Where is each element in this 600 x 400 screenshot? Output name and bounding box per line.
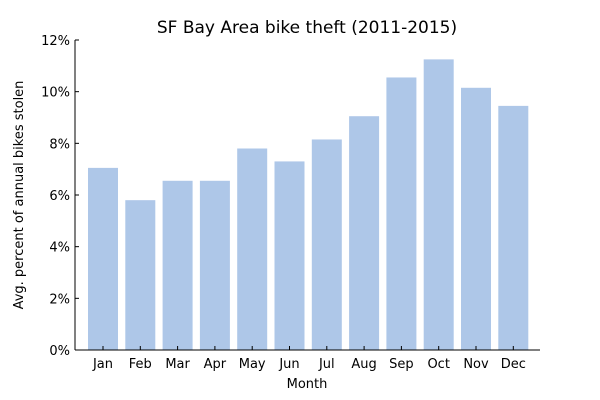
y-axis-label: Avg. percent of annual bikes stolen	[12, 81, 27, 310]
y-tick-label: 12%	[41, 34, 70, 49]
x-tick-label: Jun	[278, 357, 299, 372]
bar-dec	[498, 105, 529, 351]
x-tick-label: Jan	[92, 357, 113, 372]
y-tick-label: 10%	[41, 86, 70, 101]
bar-sep	[386, 77, 417, 351]
bar-feb	[125, 200, 156, 350]
bar-mar	[162, 180, 193, 350]
bar-jan	[88, 167, 118, 351]
y-tick-label: 0%	[49, 344, 70, 359]
x-tick-label: Jul	[318, 357, 335, 372]
x-tick-label: Feb	[129, 357, 152, 372]
x-tick-label: Nov	[463, 357, 489, 372]
y-tick-label: 8%	[49, 137, 70, 152]
x-tick-label: Mar	[165, 357, 190, 372]
bar-nov	[461, 87, 491, 350]
bar-apr	[199, 180, 230, 350]
bar-jul	[311, 139, 342, 350]
x-tick-label: May	[239, 357, 266, 372]
y-tick-label: 2%	[49, 292, 70, 307]
bar-may	[237, 148, 268, 350]
x-axis-label: Month	[287, 377, 328, 392]
x-tick-label: Sep	[389, 357, 414, 372]
bar-oct	[423, 59, 454, 351]
bar-aug	[349, 116, 380, 351]
bars-group	[88, 59, 529, 351]
bar-jun	[274, 161, 305, 350]
y-tick-label: 4%	[49, 241, 70, 256]
chart-title: SF Bay Area bike theft (2011-2015)	[157, 18, 457, 38]
x-tick-label: Apr	[204, 357, 227, 372]
x-axis-ticks: Jan Feb Mar Apr May Jun Jul Aug Sep Oct Nov Dec	[92, 346, 526, 372]
x-tick-label: Oct	[427, 357, 449, 372]
y-axis-ticks: 0% 2% 4% 6% 8% 10% 12%	[41, 34, 79, 359]
x-tick-label: Aug	[351, 357, 376, 372]
x-tick-label: Dec	[501, 357, 526, 372]
y-tick-label: 6%	[49, 189, 70, 204]
